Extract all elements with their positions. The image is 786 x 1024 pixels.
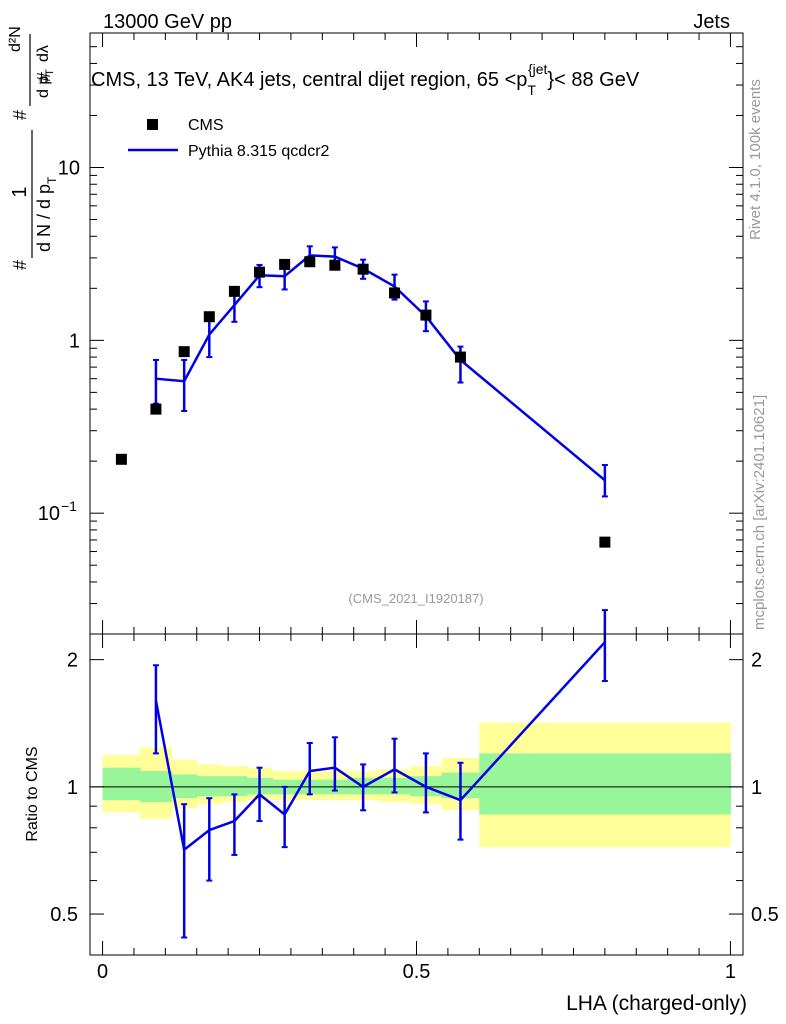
header-category: Jets [693, 11, 730, 33]
main-y-tick-label: 1 [69, 330, 80, 352]
ylabel-numerator: d²N [7, 26, 24, 52]
cms-data-point [389, 287, 401, 299]
title-subscript: T [527, 82, 536, 98]
cms-data-point [228, 285, 240, 297]
ratio-y-axis-label: Ratio to CMS [24, 746, 41, 841]
cms-data-point [304, 256, 316, 268]
cms-data-point [254, 266, 266, 278]
cms-data-point [178, 346, 190, 358]
header-energy: 13000 GeV pp [103, 11, 232, 33]
title-prefix: CMS, 13 TeV, AK4 jets, central dijet reg… [91, 69, 527, 91]
cms-data-point [599, 536, 611, 548]
ratio-line [154, 641, 606, 852]
rivet-version-label: Rivet 4.1.0, 100k events [747, 79, 764, 240]
cms-data-point [203, 311, 215, 323]
ylabel-one: 1 [9, 186, 31, 197]
cms-data-point [279, 258, 291, 270]
ratio-band-inner [102, 767, 141, 801]
legend: CMS Pythia 8.315 qcdcr2 [128, 117, 330, 160]
x-tick-label: 0 [97, 961, 108, 983]
ylabel-hash-2: # [10, 110, 30, 120]
x-axis-label: LHA (charged-only) [566, 992, 747, 1015]
ylabel-hash-1: # [10, 260, 30, 270]
legend-marker-cms [147, 119, 158, 130]
cms-data-point [115, 453, 127, 465]
main-title: CMS, 13 TeV, AK4 jets, central dijet reg… [91, 61, 640, 98]
main-y-tick-label-exponent: −1 [61, 498, 77, 514]
ylabel-denominator-2: d pT [35, 69, 56, 98]
ratio-band-inner [221, 776, 248, 797]
legend-label-pythia: Pythia 8.315 qcdcr2 [188, 143, 330, 160]
ratio-y-tick-label-right: 1 [751, 777, 762, 799]
ratio-y-tick-label-right: 2 [751, 650, 762, 672]
ratio-band-inner [479, 753, 731, 815]
ratio-band-inner [171, 774, 198, 799]
ratio-y-tick-label: 1 [67, 777, 78, 799]
ratio-y-tick-label: 0.5 [50, 904, 78, 926]
analysis-watermark: (CMS_2021_I1920187) [348, 591, 483, 606]
title-suffix: }< 88 GeV [547, 69, 639, 91]
cms-data-point [420, 309, 432, 321]
main-y-tick-label: 10 [38, 503, 60, 525]
main-y-tick-label: 10 [58, 157, 80, 179]
ratio-panel: 0.5 0.5 1 1 2 2 0 0.5 1 [50, 609, 779, 983]
ratio-axis-ticks [90, 634, 743, 956]
mcplots-label: mcplots.cern.ch [arXiv:2401.10621] [751, 395, 768, 630]
ratio-y-tick-label: 2 [67, 650, 78, 672]
ratio-y-tick-label-right: 0.5 [751, 904, 779, 926]
pythia-line [155, 254, 606, 482]
cms-data-point [357, 263, 369, 275]
ratio-tick-labels: 0.5 0.5 1 1 2 2 0 0.5 1 [50, 650, 779, 983]
cms-data-point [329, 259, 341, 271]
cms-data-point [150, 403, 162, 415]
ylabel-hash-3: # [34, 72, 54, 82]
main-y-axis-label: # 1 d N / d pT # # d²N d pT dλ [7, 26, 59, 270]
title-superscript: {jet [528, 61, 548, 77]
ratio-uncertainty-bands [102, 722, 731, 848]
x-tick-label: 0.5 [403, 961, 431, 983]
ylabel-lambda: dλ [35, 45, 52, 62]
cms-data-point [454, 351, 466, 363]
ratio-band-inner [196, 776, 223, 797]
main-axis-ticks [90, 32, 743, 635]
ylabel-denominator: d N / d pT [34, 176, 59, 252]
x-tick-label: 1 [725, 961, 736, 983]
legend-label-cms: CMS [188, 117, 224, 134]
